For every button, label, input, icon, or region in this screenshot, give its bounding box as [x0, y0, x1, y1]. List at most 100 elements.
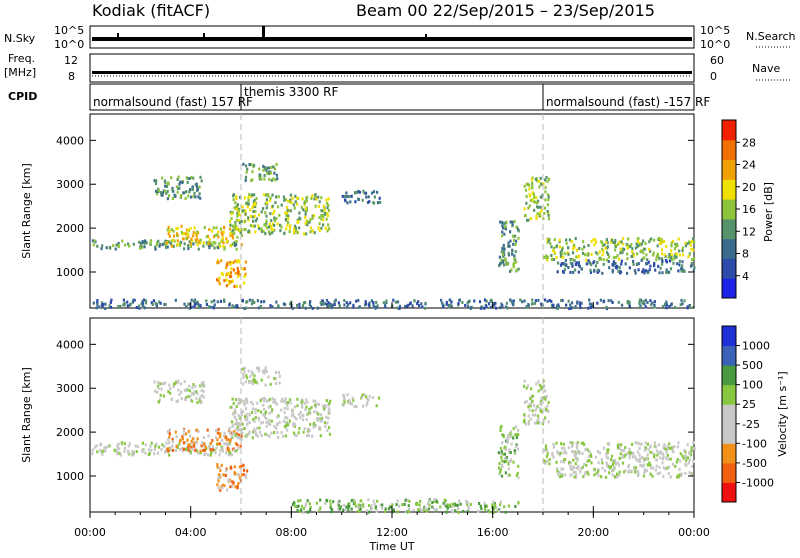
data-cell	[195, 230, 199, 234]
data-cell	[145, 241, 148, 245]
data-cell	[597, 469, 600, 473]
data-cell	[141, 450, 144, 454]
data-cell	[378, 196, 381, 200]
data-cell	[168, 428, 171, 432]
data-cell	[164, 184, 167, 188]
data-cell	[299, 217, 302, 221]
data-cell	[537, 205, 540, 209]
data-cell	[214, 436, 218, 439]
data-cell	[235, 432, 238, 436]
data-cell	[345, 301, 348, 305]
data-cell	[678, 263, 681, 267]
data-cell	[280, 203, 283, 207]
data-cell	[422, 508, 426, 512]
data-cell	[612, 467, 616, 471]
data-cell	[141, 303, 144, 307]
data-cell	[176, 381, 179, 385]
data-cell	[531, 198, 534, 202]
data-cell	[504, 224, 507, 228]
data-cell	[531, 181, 534, 185]
data-cell	[284, 397, 287, 401]
data-cell	[418, 503, 421, 507]
data-cell	[153, 448, 156, 451]
data-cell	[441, 301, 444, 305]
data-cell	[272, 177, 275, 181]
data-cell	[562, 442, 565, 446]
data-cell	[498, 462, 501, 465]
data-cell	[173, 239, 176, 243]
data-cell	[261, 420, 264, 424]
data-cell	[375, 305, 378, 309]
data-cell	[285, 211, 289, 215]
data-cell	[629, 451, 632, 455]
data-cell	[160, 448, 163, 452]
y-tick-label: 2000	[56, 426, 84, 439]
data-cell	[350, 194, 353, 198]
data-cell	[247, 216, 250, 220]
data-cell	[546, 240, 549, 244]
data-cell	[191, 392, 194, 396]
data-cell	[467, 508, 470, 512]
data-cell	[250, 302, 254, 306]
data-cell	[178, 182, 181, 186]
data-cell	[225, 438, 228, 441]
data-cell	[319, 417, 322, 421]
data-cell	[226, 443, 229, 447]
data-cell	[319, 301, 322, 305]
data-cell	[221, 449, 224, 453]
data-cell	[194, 195, 197, 199]
data-cell	[606, 448, 609, 452]
data-cell	[324, 501, 327, 505]
data-cell	[509, 239, 512, 243]
data-cell	[588, 455, 591, 458]
data-cell	[559, 252, 562, 256]
data-cell	[373, 195, 376, 199]
nsky-spike	[203, 33, 205, 38]
data-cell	[590, 461, 593, 465]
data-cell	[94, 445, 97, 449]
data-cell	[636, 239, 639, 243]
data-cell	[363, 393, 366, 397]
data-cell	[516, 447, 520, 451]
data-cell	[649, 472, 652, 476]
data-cell	[231, 397, 234, 401]
data-cell	[611, 459, 614, 462]
data-cell	[594, 238, 597, 242]
data-cell	[601, 244, 604, 247]
velocity-colorbar-tick-label: 500	[742, 359, 763, 372]
data-cell	[154, 247, 157, 251]
data-cell	[619, 271, 622, 275]
data-cell	[434, 498, 437, 501]
data-cell	[190, 439, 193, 443]
data-cell	[607, 465, 610, 469]
data-cell	[588, 450, 591, 454]
data-cell	[288, 200, 291, 204]
data-cell	[458, 298, 461, 302]
data-cell	[232, 431, 235, 435]
data-cell	[328, 402, 331, 406]
data-cell	[675, 460, 678, 464]
data-cell	[222, 434, 226, 438]
data-cell	[553, 250, 556, 254]
data-cell	[572, 470, 575, 474]
data-cell	[284, 303, 287, 307]
data-cell	[371, 396, 375, 400]
data-cell	[650, 303, 653, 307]
data-cell	[255, 380, 258, 384]
data-cell	[95, 306, 98, 310]
data-cell	[157, 445, 161, 449]
data-cell	[200, 383, 203, 387]
data-cell	[275, 300, 278, 304]
data-cell	[182, 447, 185, 451]
data-cell	[269, 423, 272, 427]
data-cell	[345, 191, 348, 195]
data-cell	[682, 456, 685, 460]
data-cell	[562, 451, 566, 455]
data-cell	[176, 446, 179, 449]
data-cell	[304, 408, 307, 412]
data-cell	[372, 301, 375, 304]
data-cell	[303, 401, 306, 405]
data-cell	[202, 390, 205, 393]
data-cell	[280, 408, 283, 412]
data-cell	[222, 473, 225, 477]
